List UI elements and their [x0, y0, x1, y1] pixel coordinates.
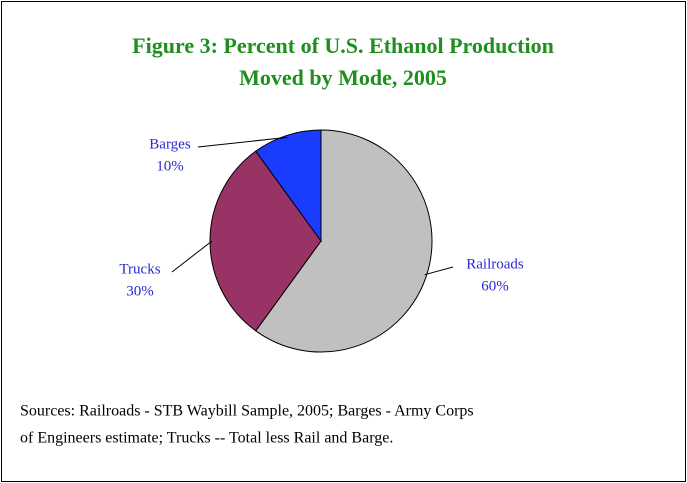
source-note: Sources: Railroads - STB Waybill Sample,…: [20, 403, 474, 420]
slice-label: Barges: [149, 136, 191, 152]
pie-slice: [255, 129, 433, 353]
chart-title: Figure 3: Percent of U.S. Ethanol Produc…: [132, 33, 554, 58]
leader-line: [171, 240, 213, 273]
slice-label: Trucks: [119, 261, 160, 277]
slice-value-label: 60%: [481, 278, 509, 294]
source-note: of Engineers estimate; Trucks -- Total l…: [20, 430, 393, 447]
slice-value-label: 10%: [156, 158, 184, 174]
pie-slice: [255, 129, 322, 243]
pie-slice: [209, 150, 322, 332]
leader-line: [197, 136, 288, 148]
leader-line: [424, 266, 454, 276]
slice-label: Railroads: [466, 256, 524, 272]
slice-value-label: 30%: [126, 283, 154, 299]
chart-title: Moved by Mode, 2005: [239, 65, 447, 90]
